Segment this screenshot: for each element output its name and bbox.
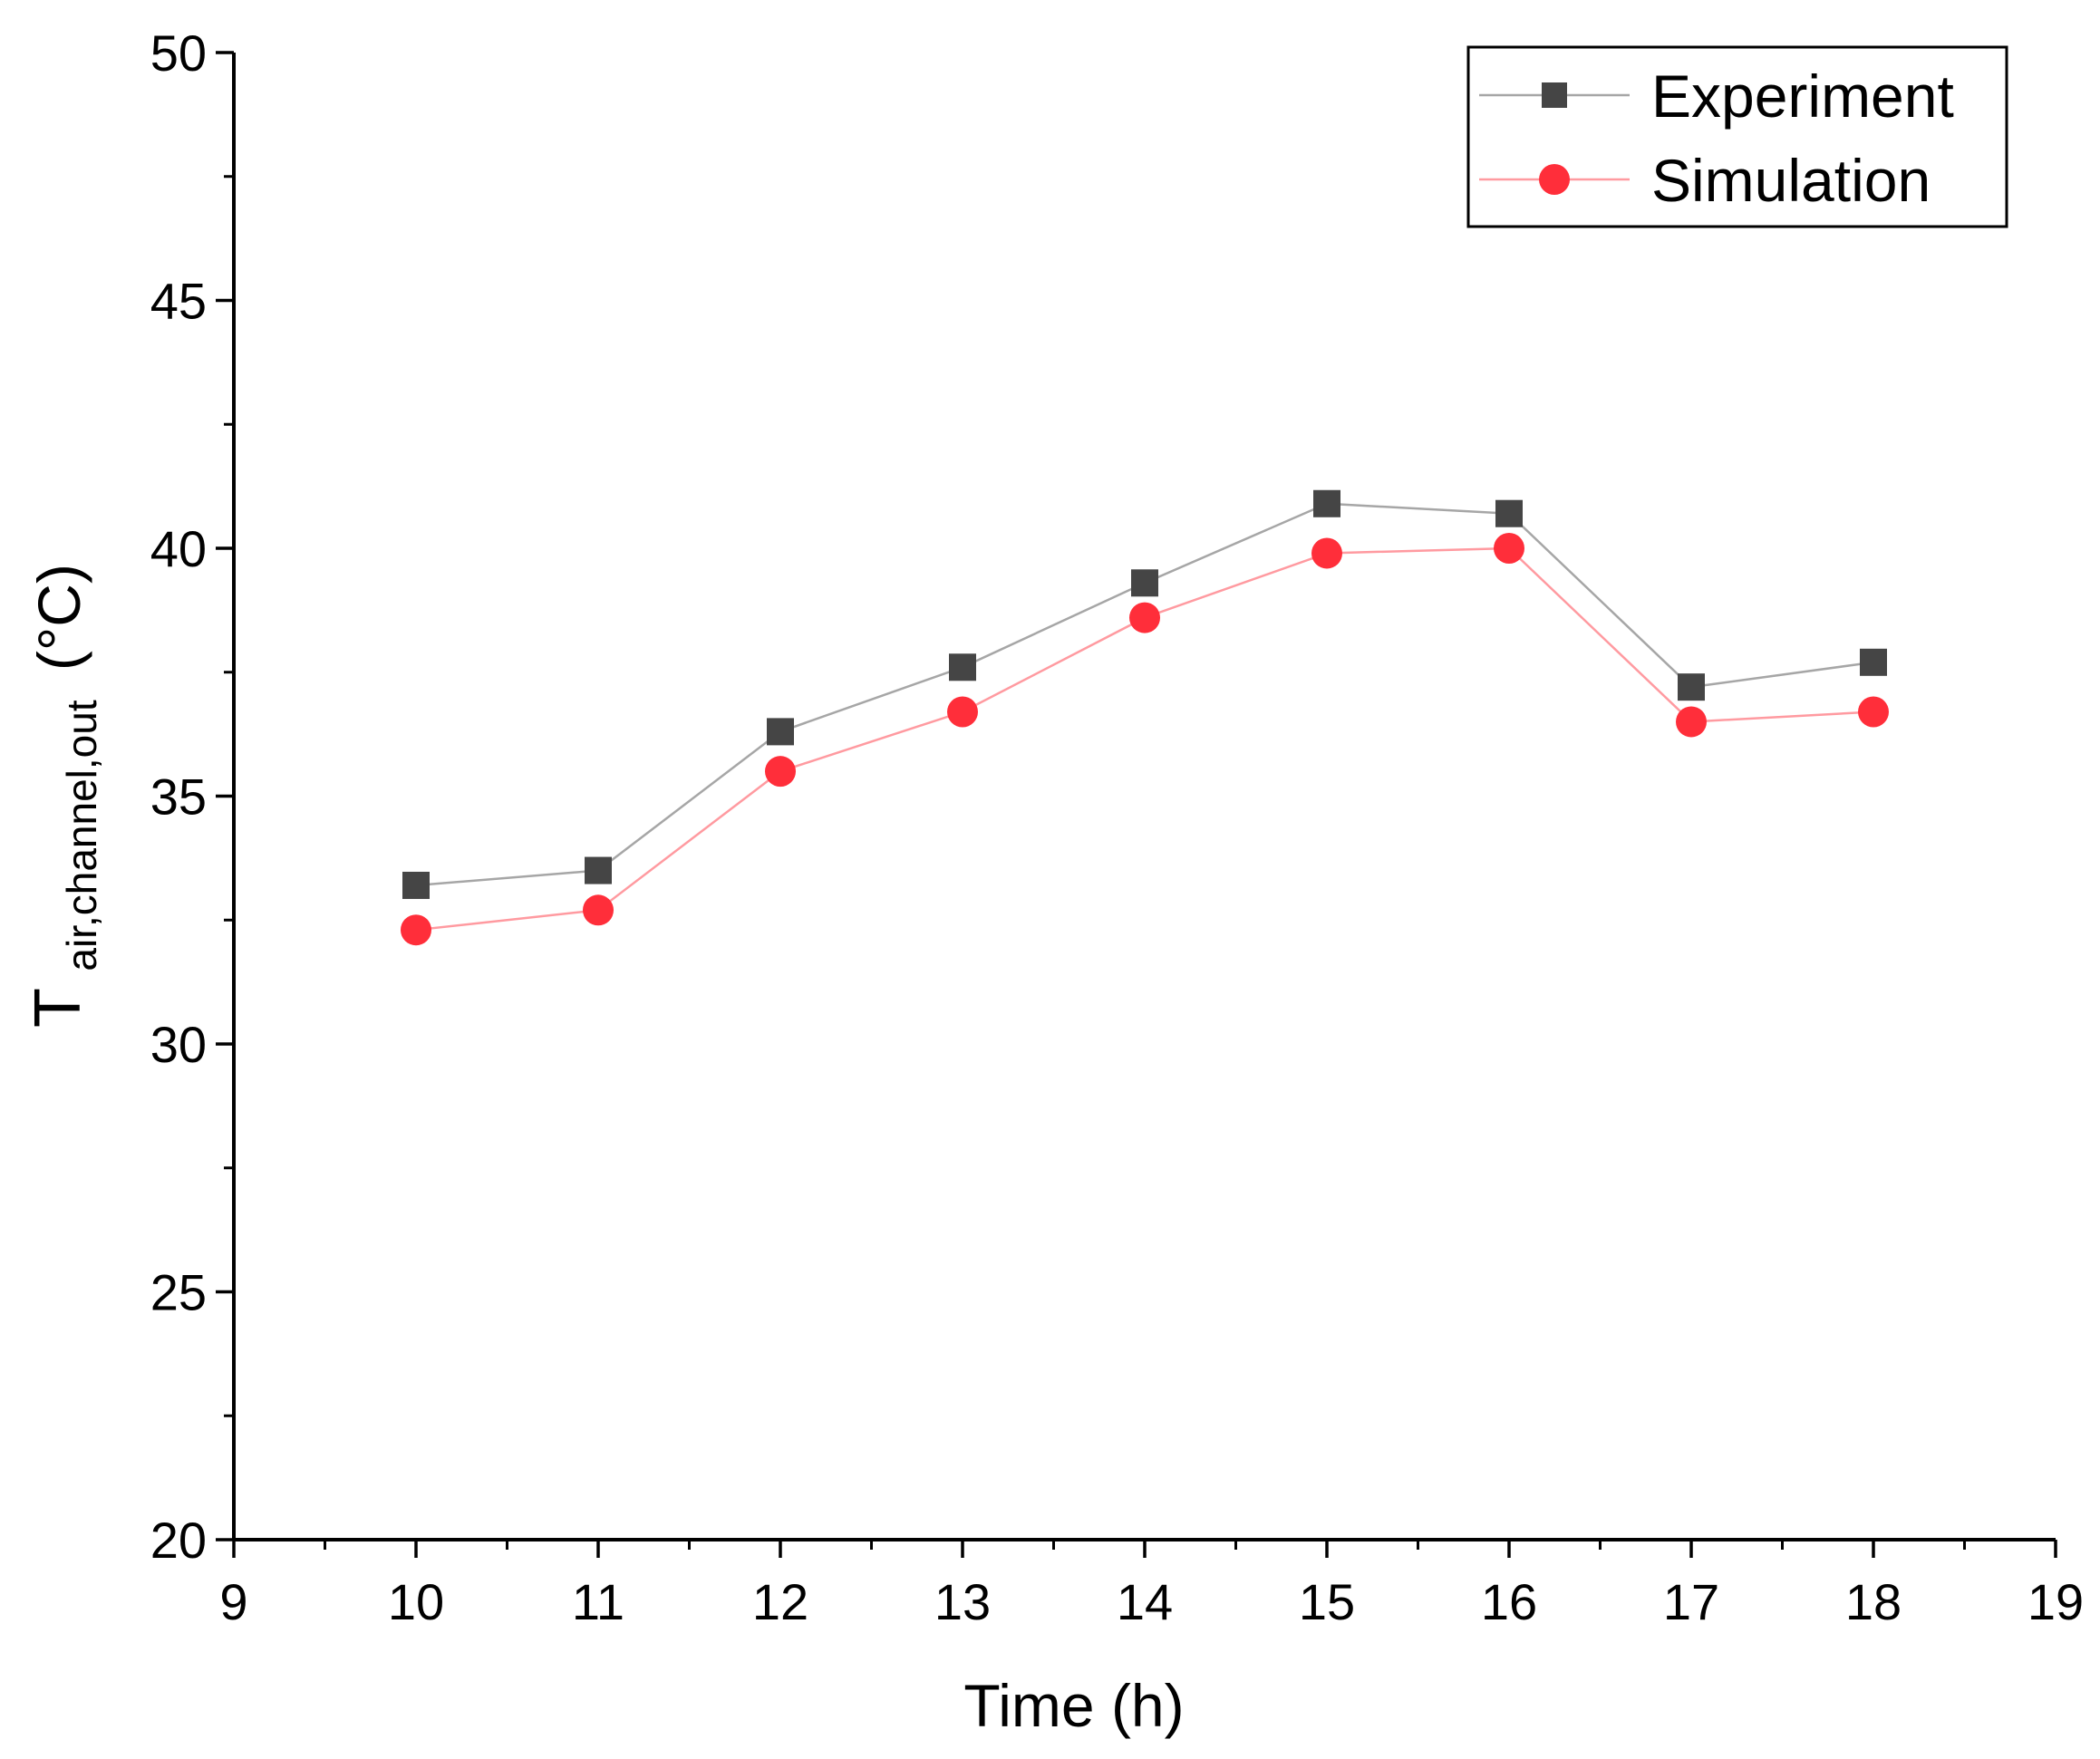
x-axis-title: Time (h) <box>963 1672 1184 1739</box>
x-tick-label: 9 <box>219 1573 247 1630</box>
data-point-simulation <box>583 894 614 926</box>
tick-marks <box>216 51 2057 1558</box>
data-point-simulation <box>1858 696 1889 728</box>
data-point-experiment <box>402 871 430 899</box>
y-axis-title-unit: (°C) <box>25 564 92 671</box>
data-point-simulation <box>765 756 796 788</box>
x-tick-label: 16 <box>1481 1573 1537 1630</box>
y-axis-title: T air,channel,out (°C) <box>22 564 109 1028</box>
x-tick-label: 14 <box>1117 1573 1173 1630</box>
data-point-simulation <box>401 914 431 946</box>
legend-simulation-marker <box>1539 164 1570 195</box>
legend-box <box>1466 45 2008 228</box>
data-point-experiment <box>585 856 612 884</box>
y-axis-title-main: T <box>22 988 94 1028</box>
data-point-experiment <box>1313 489 1340 517</box>
data-point-simulation <box>1676 706 1707 738</box>
y-tick-label: 40 <box>150 520 207 577</box>
x-tick-label: 18 <box>1845 1573 1902 1630</box>
legend-simulation-label: Simulation <box>1651 147 1931 214</box>
legend-experiment-label: Experiment <box>1651 63 1954 130</box>
data-point-simulation <box>1129 602 1160 633</box>
data-point-experiment <box>1860 648 1887 676</box>
data-point-experiment <box>1678 673 1705 701</box>
legend: Experiment Simulation <box>1466 45 2008 228</box>
data-point-experiment <box>1131 569 1158 597</box>
data-point-simulation <box>1311 537 1342 569</box>
y-axis-title-subscript: air,channel,out <box>58 700 105 971</box>
x-tick-label: 13 <box>934 1573 991 1630</box>
x-tick-label: 17 <box>1663 1573 1719 1630</box>
y-tick-label: 30 <box>150 1016 207 1073</box>
data-point-simulation <box>947 696 978 728</box>
legend-experiment-marker <box>1542 82 1567 108</box>
y-tick-label: 45 <box>150 273 207 330</box>
data-point-experiment <box>1495 499 1523 527</box>
x-tick-label: 10 <box>388 1573 444 1630</box>
series-group <box>401 489 1889 946</box>
data-point-experiment <box>949 653 976 681</box>
data-point-experiment <box>767 718 794 746</box>
x-tick-label: 11 <box>572 1573 624 1630</box>
y-tick-label: 25 <box>150 1264 207 1321</box>
tick-labels: 9 10 11 12 13 14 15 16 17 18 19 20 25 30 35 40 45 50 <box>150 24 2084 1630</box>
data-point-simulation <box>1494 533 1524 564</box>
y-tick-label: 35 <box>150 768 207 826</box>
x-tick-label: 12 <box>752 1573 808 1630</box>
x-tick-label: 19 <box>2027 1573 2084 1630</box>
x-tick-label: 15 <box>1299 1573 1355 1630</box>
y-tick-label: 20 <box>150 1512 207 1569</box>
y-tick-label: 50 <box>150 24 207 82</box>
